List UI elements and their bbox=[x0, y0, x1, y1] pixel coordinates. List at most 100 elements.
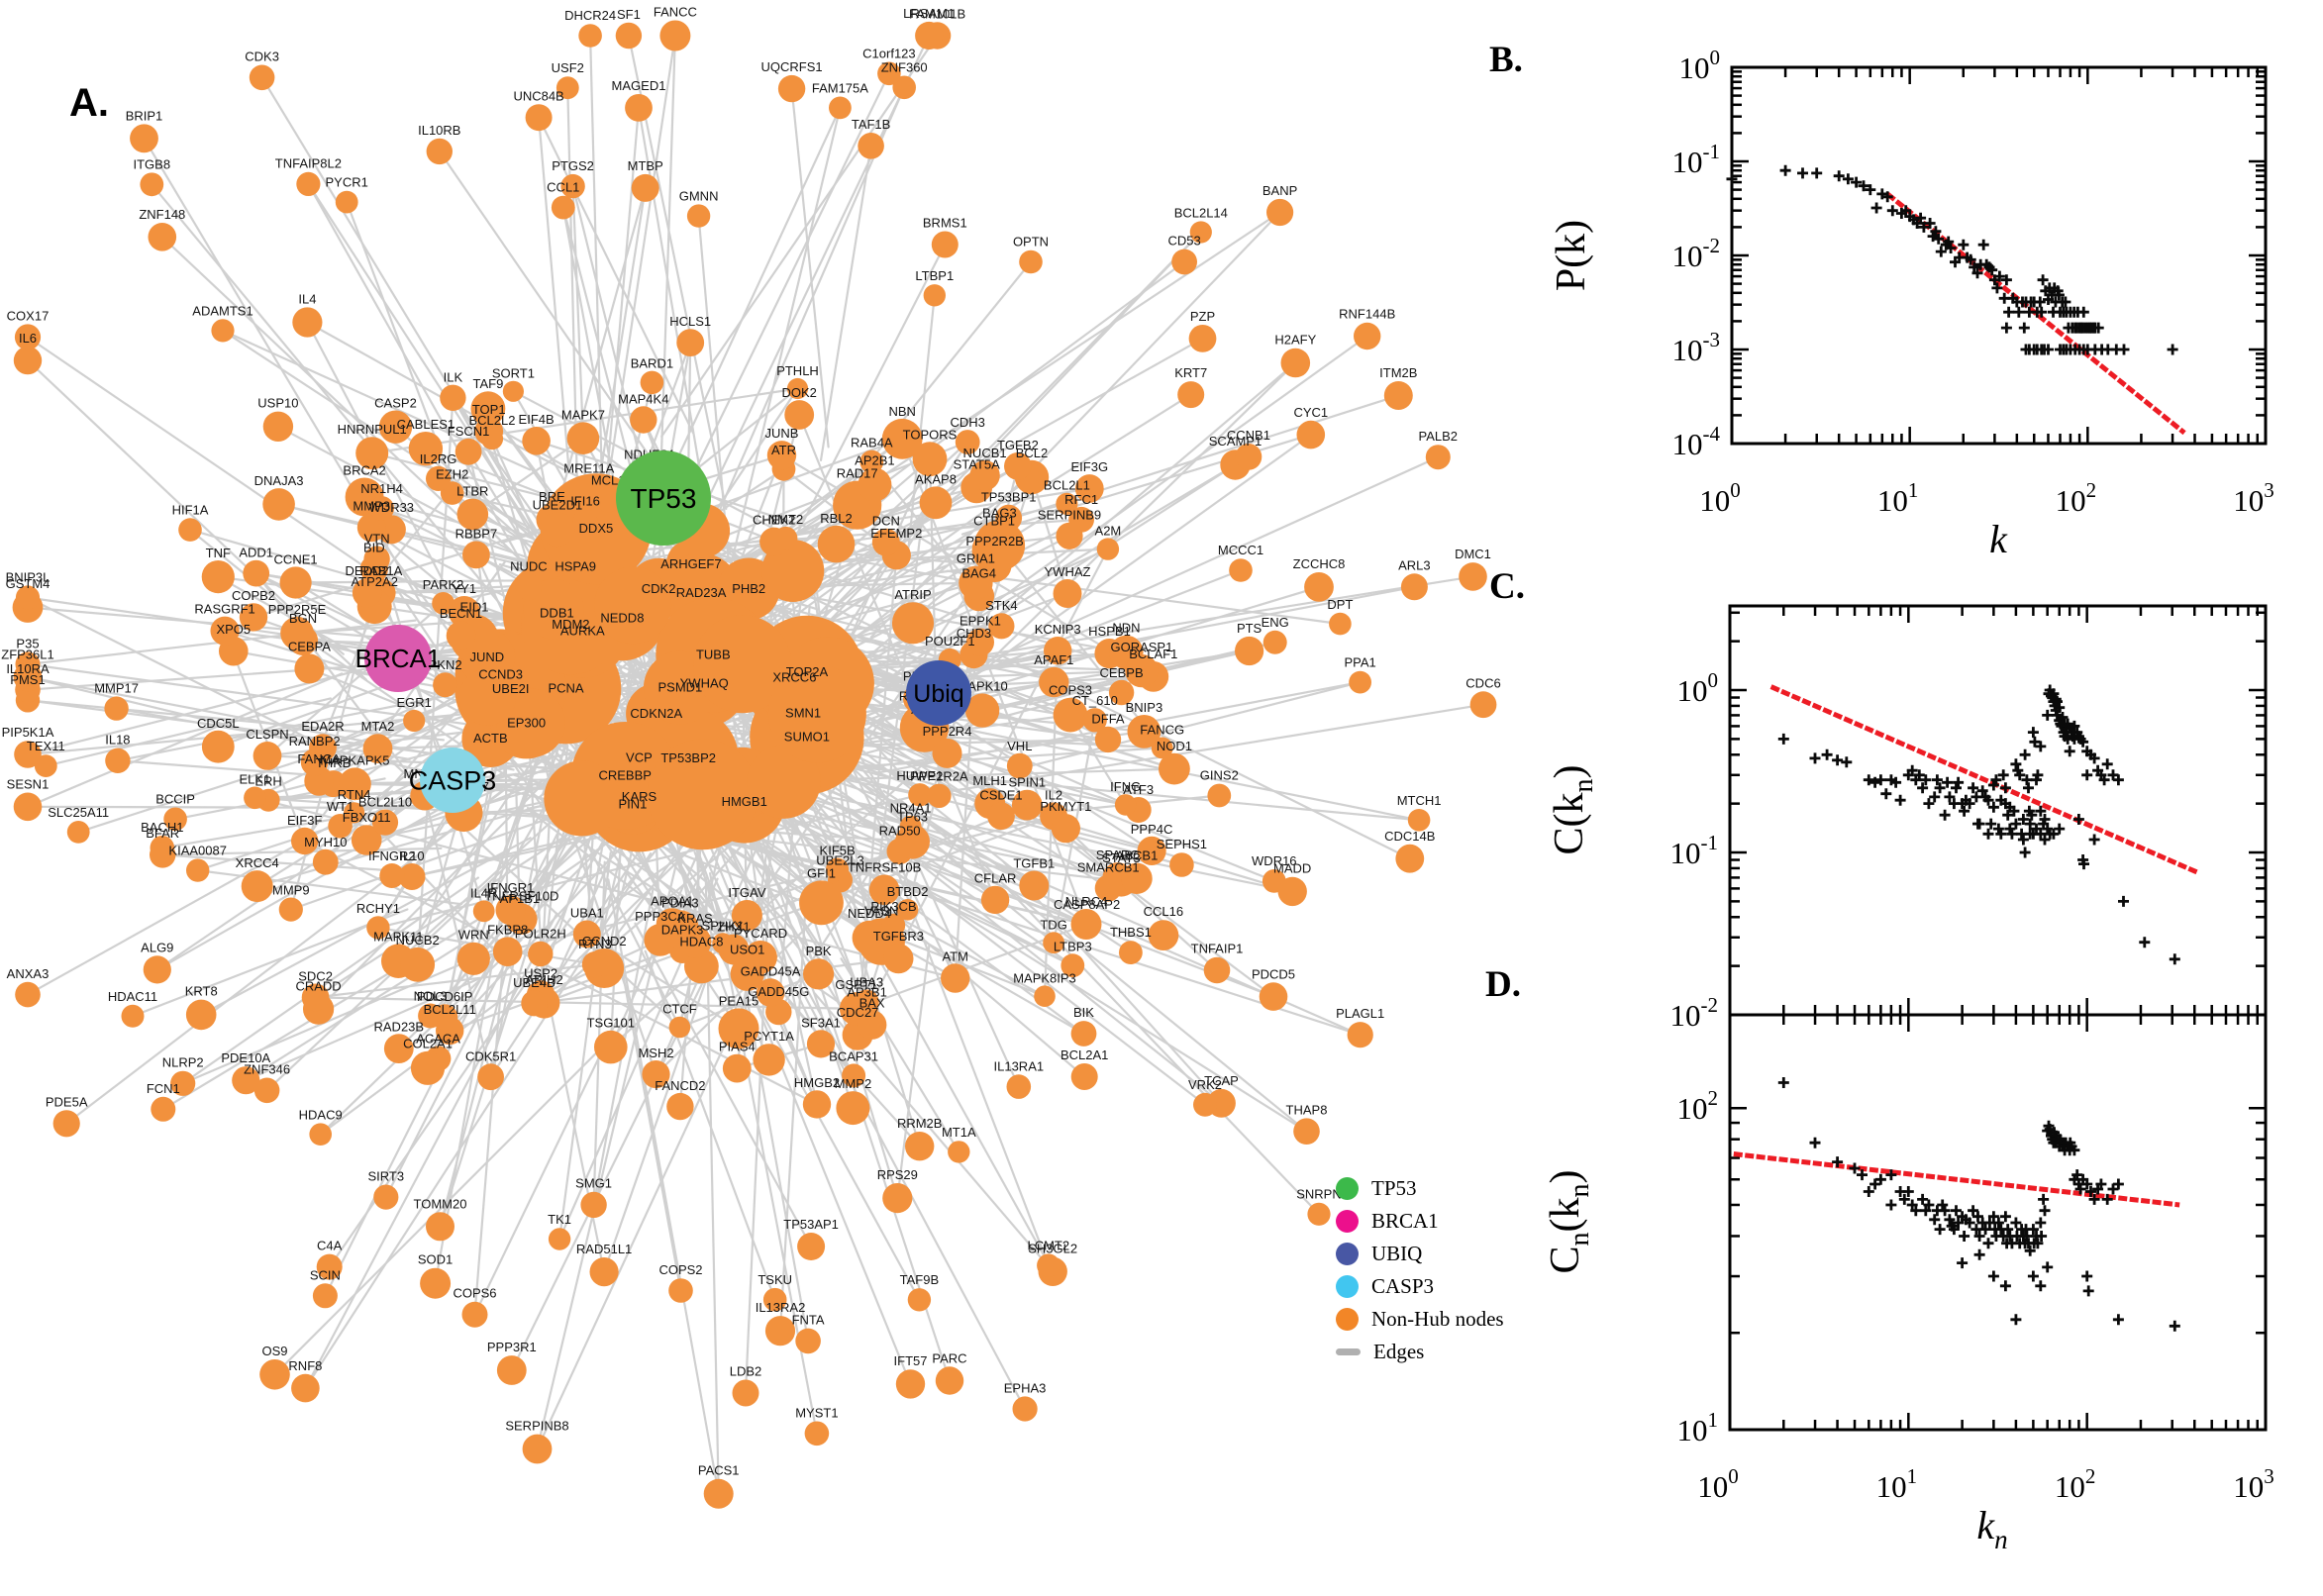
svg-text:BFAR: BFAR bbox=[146, 826, 179, 841]
svg-text:UBE2L3: UBE2L3 bbox=[816, 852, 863, 867]
svg-text:WDR33: WDR33 bbox=[369, 500, 415, 515]
svg-text:KIF5B: KIF5B bbox=[820, 844, 856, 858]
svg-text:TOMM20: TOMM20 bbox=[414, 1196, 467, 1211]
svg-text:LTBP1: LTBP1 bbox=[915, 268, 954, 283]
svg-text:PPP3R1: PPP3R1 bbox=[487, 1340, 537, 1354]
svg-text:IFI16: IFI16 bbox=[570, 494, 600, 509]
svg-text:100: 100 bbox=[1679, 46, 1721, 85]
svg-text:DHCR24: DHCR24 bbox=[564, 8, 616, 23]
svg-text:SOD1: SOD1 bbox=[418, 1252, 453, 1267]
svg-text:MCCC1: MCCC1 bbox=[1218, 543, 1263, 557]
svg-text:TEX11: TEX11 bbox=[27, 739, 65, 753]
svg-text:ACACA: ACACA bbox=[416, 1031, 460, 1046]
svg-text:HDAC11: HDAC11 bbox=[108, 989, 157, 1004]
svg-text:AKAP8: AKAP8 bbox=[915, 472, 957, 487]
svg-text:100: 100 bbox=[1697, 1464, 1739, 1504]
svg-text:ATM: ATM bbox=[942, 948, 967, 963]
legend-label-casp3: CASP3 bbox=[1371, 1274, 1435, 1298]
svg-text:P35: P35 bbox=[16, 636, 39, 650]
svg-text:RRM2B: RRM2B bbox=[897, 1116, 943, 1131]
svg-text:PYCR1: PYCR1 bbox=[326, 175, 368, 190]
svg-text:UBA1: UBA1 bbox=[570, 906, 604, 921]
svg-text:NLRP2: NLRP2 bbox=[162, 1055, 204, 1070]
svg-text:THBS1: THBS1 bbox=[1110, 925, 1152, 940]
svg-text:SNRPN: SNRPN bbox=[1296, 1187, 1342, 1202]
tp53-swatch-icon bbox=[1336, 1177, 1359, 1200]
hub-nodes: TP53 BRCA1 Ubiq CASP3 bbox=[355, 450, 971, 813]
svg-text:UBA3: UBA3 bbox=[850, 975, 883, 990]
svg-text:GADD45A: GADD45A bbox=[741, 963, 801, 978]
svg-text:RBBP7: RBBP7 bbox=[455, 527, 498, 542]
svg-text:NBN: NBN bbox=[888, 404, 915, 419]
svg-text:ANXA3: ANXA3 bbox=[7, 966, 50, 981]
legend-label-edges: Edges bbox=[1373, 1340, 1425, 1363]
hub-label-brca1: BRCA1 bbox=[355, 644, 442, 673]
svg-text:C4A: C4A bbox=[317, 1239, 343, 1253]
svg-text:SMG1: SMG1 bbox=[575, 1176, 612, 1191]
svg-text:101: 101 bbox=[1877, 478, 1919, 518]
svg-text:ZCCHC8: ZCCHC8 bbox=[1293, 556, 1346, 571]
svg-text:TAF9: TAF9 bbox=[472, 376, 503, 391]
legend-label-tp53: TP53 bbox=[1371, 1176, 1417, 1200]
nonhub-swatch-icon bbox=[1336, 1308, 1359, 1331]
svg-text:10-1: 10-1 bbox=[1670, 831, 1719, 870]
plot-panel-d: 102 101 100 101 102 103 Cn(kn) kn bbox=[1543, 1013, 2274, 1554]
legend-item-edges: Edges bbox=[1336, 1336, 1504, 1368]
svg-text:RAD51L1: RAD51L1 bbox=[576, 1242, 632, 1256]
svg-text:BACH1: BACH1 bbox=[141, 820, 183, 835]
svg-text:IL13RA2: IL13RA2 bbox=[756, 1300, 806, 1315]
svg-text:BRCA2: BRCA2 bbox=[343, 463, 385, 478]
svg-text:EIF4B: EIF4B bbox=[519, 412, 555, 427]
svg-text:BIK: BIK bbox=[1073, 1005, 1094, 1020]
svg-text:ADAMTS1: ADAMTS1 bbox=[192, 303, 252, 318]
y-axis-title-b: P(k) bbox=[1549, 220, 1594, 291]
svg-text:SERPINB8: SERPINB8 bbox=[505, 1419, 568, 1434]
svg-text:PMS1: PMS1 bbox=[10, 672, 45, 687]
svg-text:ZNF360: ZNF360 bbox=[881, 59, 928, 74]
svg-text:ZFP36L1: ZFP36L1 bbox=[1, 648, 53, 662]
legend-item-nonhub: Non-Hub nodes bbox=[1336, 1303, 1504, 1336]
svg-text:YWHAZ: YWHAZ bbox=[1045, 564, 1091, 579]
svg-text:MSH2: MSH2 bbox=[638, 1046, 673, 1060]
svg-text:PARC: PARC bbox=[932, 1350, 966, 1365]
svg-text:UQCRFS1: UQCRFS1 bbox=[761, 59, 823, 74]
svg-text:PTGS2: PTGS2 bbox=[552, 158, 594, 173]
svg-text:COPS3: COPS3 bbox=[1049, 683, 1092, 698]
svg-text:ILK: ILK bbox=[444, 370, 463, 385]
svg-text:SERPINB9: SERPINB9 bbox=[1038, 508, 1101, 523]
svg-text:KRT7: KRT7 bbox=[1174, 365, 1207, 380]
svg-text:IL18: IL18 bbox=[105, 733, 130, 748]
svg-text:IL10RB: IL10RB bbox=[418, 123, 460, 138]
svg-text:TAF1B: TAF1B bbox=[852, 117, 891, 132]
svg-text:BARD1: BARD1 bbox=[631, 356, 673, 371]
svg-text:IL10RA: IL10RA bbox=[6, 661, 50, 676]
svg-text:MRE11A: MRE11A bbox=[563, 461, 614, 476]
svg-text:RAB4A: RAB4A bbox=[851, 436, 893, 450]
svg-text:FANCD2: FANCD2 bbox=[655, 1078, 705, 1093]
svg-text:MTBP: MTBP bbox=[628, 158, 663, 173]
svg-text:CABLES1: CABLES1 bbox=[397, 417, 455, 432]
svg-text:POU2F1: POU2F1 bbox=[925, 634, 975, 648]
svg-text:CEBPB: CEBPB bbox=[1100, 665, 1144, 680]
svg-text:CCND2: CCND2 bbox=[582, 934, 627, 948]
svg-text:TNFAIP8L2: TNFAIP8L2 bbox=[275, 156, 342, 171]
svg-text:MYST1: MYST1 bbox=[795, 1406, 838, 1421]
svg-text:NR4A1: NR4A1 bbox=[890, 801, 932, 816]
svg-text:TAF9B: TAF9B bbox=[900, 1272, 940, 1287]
svg-text:UNC84B: UNC84B bbox=[513, 88, 563, 103]
svg-text:PDE10A: PDE10A bbox=[221, 1050, 270, 1065]
svg-text:CCL1: CCL1 bbox=[547, 180, 579, 195]
svg-text:GMNN: GMNN bbox=[679, 188, 719, 203]
svg-text:CDK5R1: CDK5R1 bbox=[465, 1048, 516, 1063]
svg-text:TP53AP1: TP53AP1 bbox=[783, 1217, 839, 1232]
svg-text:HUWE1: HUWE1 bbox=[896, 768, 943, 783]
svg-text:10-1: 10-1 bbox=[1672, 140, 1721, 179]
svg-text:CDC5L: CDC5L bbox=[197, 716, 240, 731]
svg-text:USP10: USP10 bbox=[257, 396, 298, 411]
legend: TP53 BRCA1 UBIQ CASP3 Non-Hub nodes Edge… bbox=[1336, 1172, 1504, 1368]
svg-text:MMP17: MMP17 bbox=[94, 680, 139, 695]
svg-text:PLAGL1: PLAGL1 bbox=[1336, 1006, 1384, 1021]
ubiq-swatch-icon bbox=[1336, 1243, 1359, 1265]
svg-text:SMARCB1: SMARCB1 bbox=[1077, 860, 1140, 875]
svg-text:XRCC4: XRCC4 bbox=[236, 855, 279, 870]
